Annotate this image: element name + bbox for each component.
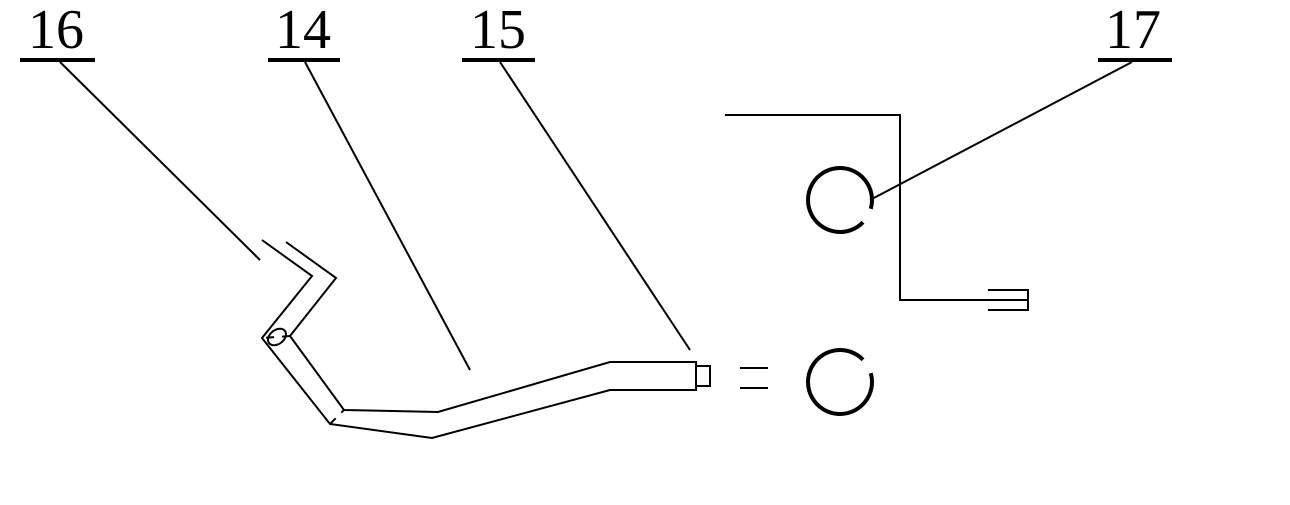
label-14-leader [305,62,470,370]
label-16: 16 [28,0,84,61]
label-15: 15 [470,0,526,61]
label-16-leader [60,62,260,260]
handle-outline [262,240,696,438]
handle-tip [696,366,710,386]
handle-inner-hidden [330,410,344,424]
label-14: 14 [275,0,331,61]
ring-1 [808,350,872,414]
label-15-leader [500,62,690,350]
label-17: 17 [1105,0,1161,61]
bracket-outline [725,115,1028,300]
ring-0 [808,168,872,232]
label-17-leader [870,62,1132,200]
diagram-canvas: 16 14 15 17 [0,0,1290,505]
